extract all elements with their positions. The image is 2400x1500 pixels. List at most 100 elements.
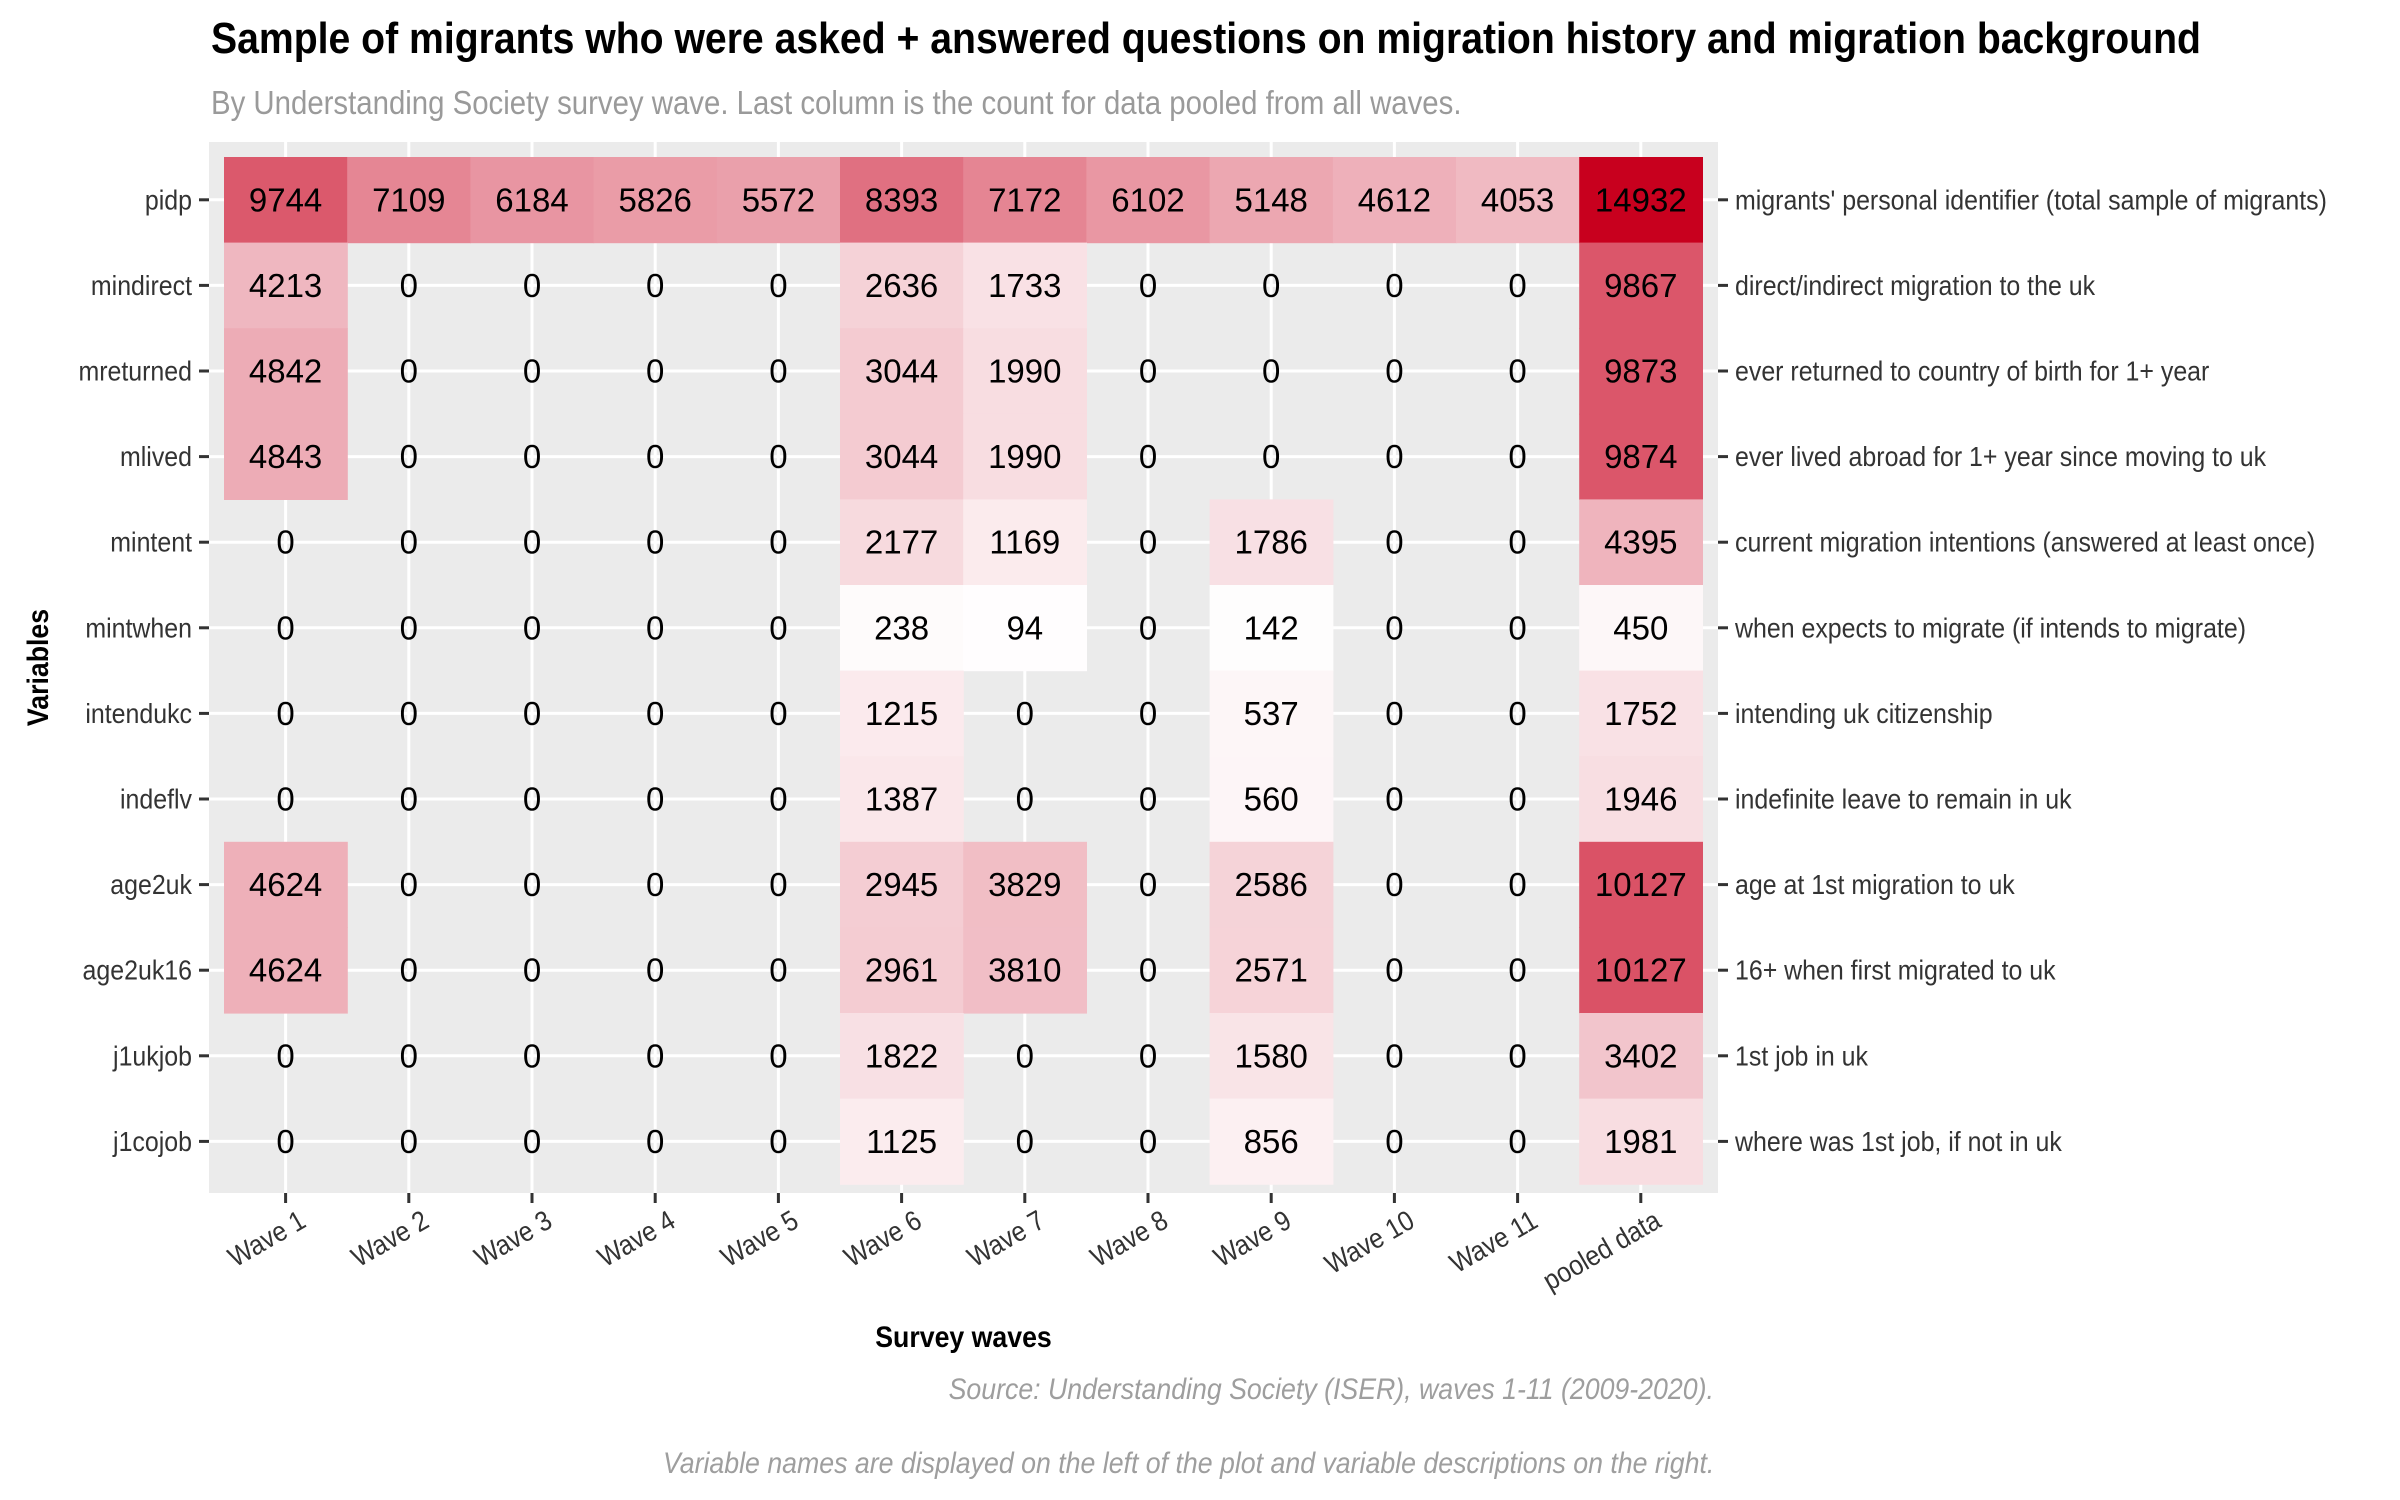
cell-value-label: 0 bbox=[1016, 1123, 1034, 1160]
cell-value-label: 0 bbox=[400, 781, 418, 818]
cell-value-label: 0 bbox=[1016, 781, 1034, 818]
heatmap-cell bbox=[224, 413, 348, 500]
heatmap-cell bbox=[1579, 499, 1703, 586]
heatmap-cell bbox=[1579, 1098, 1703, 1185]
chart-title: Sample of migrants who were asked + answ… bbox=[211, 14, 2201, 63]
cell-value-label: 0 bbox=[1139, 1123, 1157, 1160]
cell-value-label: 2945 bbox=[865, 866, 938, 903]
cell-value-label: 0 bbox=[1385, 952, 1403, 989]
heatmap-cell bbox=[1209, 927, 1334, 1014]
cell-value-label: 0 bbox=[1385, 353, 1403, 390]
heatmap-cell bbox=[1209, 499, 1334, 586]
y-tick-label: pidp bbox=[145, 184, 192, 216]
cell-value-label: 0 bbox=[400, 353, 418, 390]
cell-value-label: 0 bbox=[646, 695, 664, 732]
heatmap-cell bbox=[840, 841, 964, 928]
cell-value-label: 0 bbox=[769, 353, 787, 390]
caption-source: Source: Understanding Society (ISER), wa… bbox=[948, 1373, 1714, 1406]
cell-value-label: 0 bbox=[1508, 353, 1526, 390]
y-tick-label: intendukc bbox=[85, 698, 192, 730]
cell-value-label: 0 bbox=[769, 267, 787, 304]
heatmap-cell bbox=[593, 157, 718, 244]
cell-value-label: 0 bbox=[276, 1123, 294, 1160]
heatmap-cell bbox=[963, 413, 1087, 500]
heatmap-cell bbox=[963, 499, 1087, 586]
x-tick-label: Wave 5 bbox=[715, 1204, 803, 1273]
cell-value-label: 560 bbox=[1244, 781, 1299, 818]
cell-value-label: 5572 bbox=[742, 181, 815, 218]
heatmap-cell bbox=[1086, 157, 1211, 244]
cell-value-labels: 9744 7109 6184 5826 5572 8393 7172 6102 5148 4612… bbox=[249, 181, 1687, 1160]
x-tick-label: Wave 11 bbox=[1444, 1204, 1543, 1279]
cell-value-label: 0 bbox=[769, 1037, 787, 1074]
cell-value-label: 0 bbox=[1139, 1037, 1157, 1074]
y-tick-label: mintwhen bbox=[85, 612, 192, 644]
heatmap-cell bbox=[347, 157, 471, 244]
heatmap-cell bbox=[224, 927, 348, 1014]
y2-tick-label: current migration intentions (answered a… bbox=[1735, 526, 2315, 558]
cell-value-label: 5826 bbox=[618, 181, 691, 218]
heatmap-cell bbox=[1209, 670, 1334, 757]
heatmap-cell bbox=[840, 927, 964, 1014]
cell-value-label: 0 bbox=[1385, 1123, 1403, 1160]
x-tick-label: Wave 3 bbox=[469, 1204, 557, 1273]
cell-value-label: 0 bbox=[1508, 866, 1526, 903]
heatmap-cell bbox=[1209, 1098, 1334, 1185]
cell-value-label: 0 bbox=[1508, 438, 1526, 475]
cell-value-label: 0 bbox=[646, 267, 664, 304]
cell-value-label: 4843 bbox=[249, 438, 322, 475]
cell-value-label: 0 bbox=[1262, 438, 1280, 475]
cell-value-label: 0 bbox=[400, 866, 418, 903]
cell-value-label: 2586 bbox=[1234, 866, 1307, 903]
cell-value-label: 0 bbox=[1385, 524, 1403, 561]
cell-value-label: 1981 bbox=[1604, 1123, 1677, 1160]
x-tick-label: pooled data bbox=[1537, 1204, 1666, 1297]
cell-value-label: 9873 bbox=[1604, 353, 1677, 390]
cell-value-label: 14932 bbox=[1595, 181, 1687, 218]
cell-value-label: 0 bbox=[1139, 524, 1157, 561]
heatmap-cell bbox=[1579, 585, 1703, 672]
heatmap-cell bbox=[1209, 585, 1334, 672]
caption-note: Variable names are displayed on the left… bbox=[662, 1447, 1714, 1480]
x-tick-label: Wave 2 bbox=[346, 1204, 434, 1273]
cell-value-label: 0 bbox=[523, 1123, 541, 1160]
x-tick-label: Wave 10 bbox=[1319, 1204, 1419, 1280]
heatmap-cell bbox=[840, 585, 964, 672]
heatmap-cell bbox=[840, 1098, 964, 1185]
cell-value-label: 0 bbox=[400, 609, 418, 646]
cell-value-label: 0 bbox=[523, 695, 541, 732]
heatmap-cell bbox=[963, 927, 1087, 1014]
heatmap-cell bbox=[224, 841, 348, 928]
heatmap-cell bbox=[224, 242, 348, 329]
y-tick-label: mintent bbox=[110, 526, 192, 558]
cell-value-label: 6102 bbox=[1111, 181, 1184, 218]
heatmap-cell bbox=[840, 670, 964, 757]
cell-value-label: 0 bbox=[1385, 1037, 1403, 1074]
y-tick-label: j1ukjob bbox=[112, 1040, 192, 1072]
cell-value-label: 0 bbox=[1139, 438, 1157, 475]
y2-tick-label: age at 1st migration to uk bbox=[1735, 869, 2015, 901]
cell-value-label: 9874 bbox=[1604, 438, 1677, 475]
heatmap-cell bbox=[716, 157, 841, 244]
heatmap-cell bbox=[1456, 157, 1580, 244]
y2-tick-label: when expects to migrate (if intends to m… bbox=[1734, 612, 2246, 644]
y-axis-title: Variables bbox=[22, 609, 56, 726]
y2-tick-label: indefinite leave to remain in uk bbox=[1735, 783, 2072, 815]
cell-value-label: 0 bbox=[1262, 353, 1280, 390]
cell-value-label: 0 bbox=[646, 866, 664, 903]
x-tick-label: Wave 7 bbox=[962, 1204, 1050, 1273]
cell-value-label: 1169 bbox=[989, 524, 1060, 561]
x-tick-label: Wave 6 bbox=[839, 1204, 927, 1273]
cell-value-label: 0 bbox=[1016, 695, 1034, 732]
cell-value-label: 0 bbox=[769, 609, 787, 646]
heatmap-cell bbox=[1579, 670, 1703, 757]
cell-value-label: 0 bbox=[400, 267, 418, 304]
cell-value-label: 0 bbox=[1139, 267, 1157, 304]
heatmap-cell bbox=[963, 328, 1087, 415]
cell-value-label: 1946 bbox=[1604, 781, 1677, 818]
cell-value-label: 0 bbox=[523, 609, 541, 646]
cell-value-label: 0 bbox=[400, 524, 418, 561]
heatmap-cell bbox=[840, 413, 964, 500]
cell-value-label: 0 bbox=[523, 438, 541, 475]
cell-value-label: 9744 bbox=[249, 181, 322, 218]
